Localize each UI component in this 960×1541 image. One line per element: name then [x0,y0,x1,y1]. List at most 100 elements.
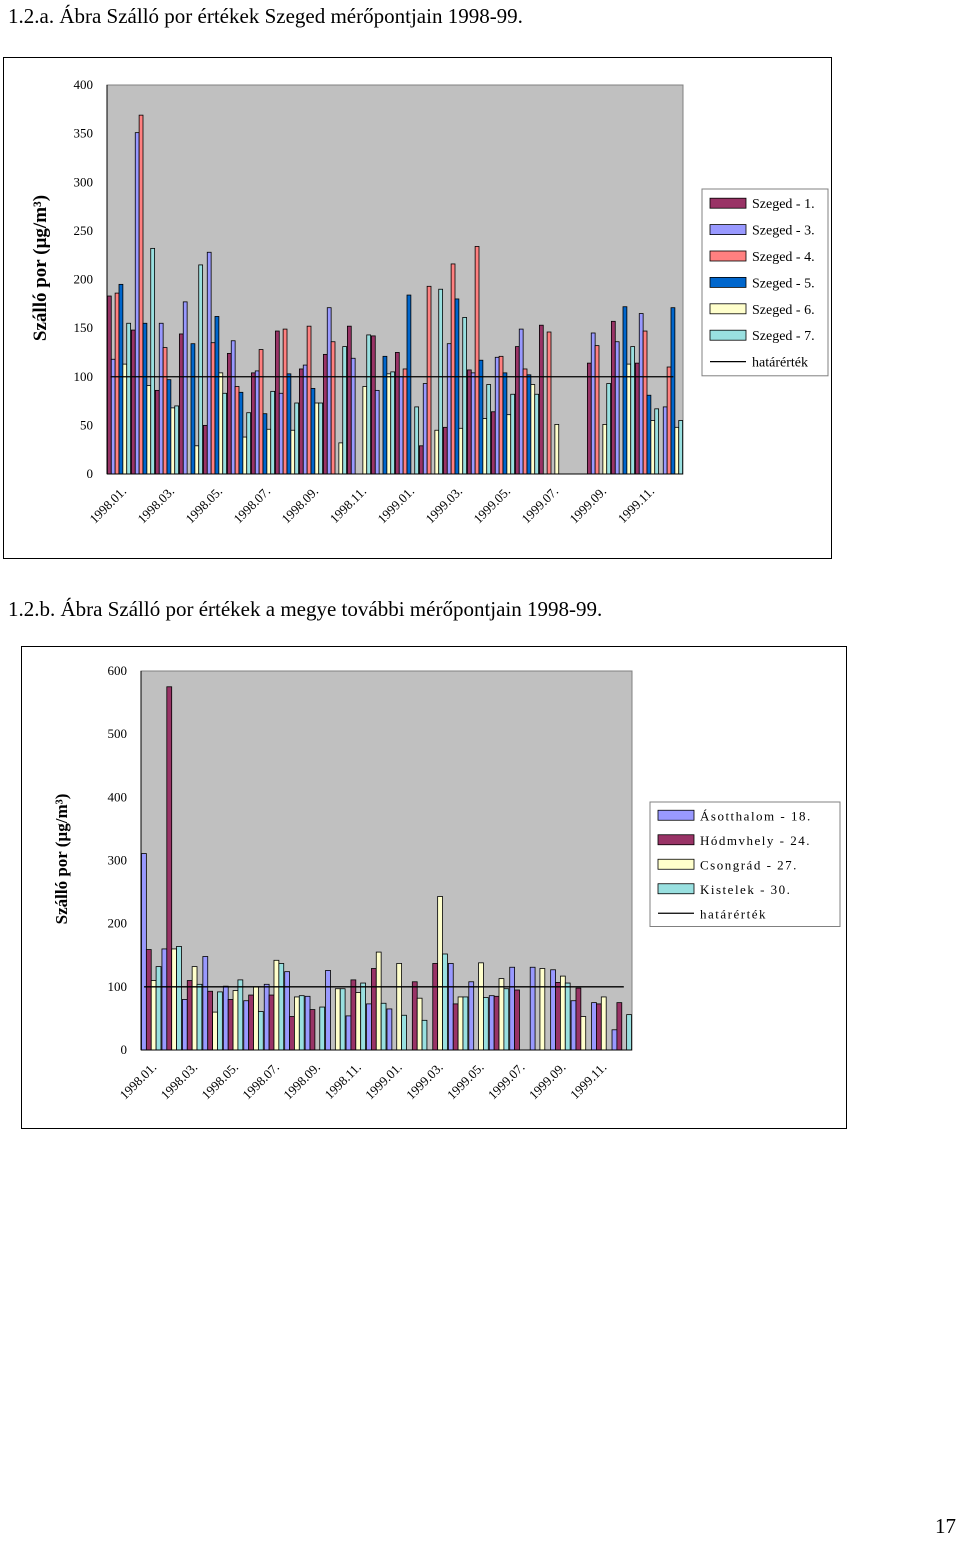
chart-b-bar [386,1008,393,1051]
chart-a-bar [350,357,356,475]
chart-b-y-tick-label: 0 [121,1042,128,1057]
chart-a-bar [490,411,496,475]
chart-a-y-tick-label: 150 [74,320,94,335]
chart-a-bar [126,322,132,475]
chart-b-bar [396,963,403,1051]
chart-b-bar [514,989,520,1051]
chart-a-bar [630,346,636,475]
chart-a-bar [446,343,452,475]
chart-b-bar [411,981,418,1051]
chart-b-bar [325,970,331,1051]
chart-b-bar [570,1000,577,1051]
chart-a-x-tick-label: 1999.01. [374,484,417,527]
chart-a-bar [286,373,292,475]
chart-b-bar [202,956,209,1051]
chart-a-bar [610,320,616,475]
chart-a-bar [194,445,200,475]
chart-a-bar [406,294,412,475]
chart-b-bar [509,966,516,1051]
chart-b-bar [284,971,290,1051]
chart-a-legend-swatch [709,329,747,341]
chart-b-y-tick-label: 200 [108,916,128,931]
chart-b-bar [493,995,500,1051]
chart-b-bar [401,1014,407,1051]
chart-a-bar [462,317,468,475]
chart-a-bar [118,283,124,475]
chart-b-bar [591,1002,597,1051]
chart-b-bar [564,982,571,1051]
chart-a-bar [238,391,244,475]
chart-b-bar [166,686,173,1051]
chart-b-bar [611,1029,618,1051]
chart-b-bar [447,963,454,1051]
chart-b-legend-label: Ásotthalom - 18. [700,808,812,823]
chart-b-bar [263,983,270,1051]
chart-b-legend-swatch [657,858,695,870]
chart-a-x-tick-label: 1999.11. [615,484,657,526]
chart-b-bar [457,996,464,1051]
chart-b-legend-label: Kistelek - 30. [700,882,791,897]
chart-b-legend-swatch [657,809,695,821]
chart-a-bar [626,363,632,475]
chart-b-bar [294,996,300,1051]
chart-a-legend-swatch [709,224,747,236]
chart-b-bar [529,966,536,1051]
chart-a-bar [234,386,240,475]
chart-a-bar [554,423,560,475]
chart-b-bar [191,966,198,1051]
chart-a-bar [642,330,648,475]
chart-a-bar [602,423,608,475]
chart-b-bar [539,968,546,1051]
chart-a-bar [418,445,424,475]
chart-a-x-tick-label: 1998.09. [278,484,321,527]
chart-b-bar [237,979,244,1051]
chart-a-bar [518,328,524,475]
chart-b-x-tick-label: 1998.09. [280,1060,323,1103]
chart-a-bar [130,329,136,475]
chart-b-bar [319,1006,326,1051]
chart-b-bar [212,1011,218,1051]
chart-a-bar [202,424,208,475]
chart-b-bar [186,980,193,1051]
chart-a-bar [330,341,336,475]
chart-b-bar [309,1009,316,1051]
chart-b-bar [289,1016,295,1051]
chart-b-bar [483,997,489,1051]
chart-b-bar [596,1003,602,1051]
chart-b-x-tick-label: 1998.11. [321,1060,363,1102]
chart-a-x-tick-label: 1998.03. [134,484,177,527]
chart-b-bar [555,982,561,1051]
chart-a-legend-label: Szeged - 7. [752,329,815,344]
chart-b-bar [432,963,439,1051]
chart-b-svg: 01002003004005006001998.01.1998.03.1998.… [52,663,841,1103]
chart-a-bar [338,442,344,475]
chart-b-bar [217,991,223,1051]
chart-a-bar [302,364,308,475]
chart-b-x-tick-label: 1999.01. [362,1060,405,1103]
chart-a-svg: 0 50 100 150 200 250 300 350 400 1998.01. 1998.03.… [30,77,829,527]
chart-b-legend-swatch [657,834,695,846]
chart-a-y-tick-label: 350 [74,126,94,141]
chart-b-x-tick-label: 1999.05. [444,1060,487,1103]
chart-b-bar [350,979,357,1051]
chart-a-bar [210,342,216,475]
chart-a-bar [218,372,224,475]
chart-a-bar [454,298,460,475]
chart-a-frame: 0 50 100 150 200 250 300 350 400 1998.01. 1998.03.… [3,57,832,559]
chart-a-bar [622,306,628,475]
chart-a-bar [134,132,140,475]
chart-b-bar [196,983,203,1051]
chart-a-bar [374,389,380,475]
chart-b-bar [366,1003,372,1051]
page-number: 17 [935,1514,956,1538]
chart-a-bar [298,368,304,475]
chart-a-bar [502,372,508,475]
chart-b-bar [421,1019,428,1051]
chart-a-bar [450,263,456,475]
chart-a-legend-label: Szeged - 5. [752,276,815,291]
chart-a-bar [510,393,516,475]
chart-a-bar [390,371,396,475]
chart-a-legend-swatch [709,197,747,209]
chart-a-x-tick-label: 1999.05. [470,484,513,527]
chart-b-bar [181,999,188,1051]
